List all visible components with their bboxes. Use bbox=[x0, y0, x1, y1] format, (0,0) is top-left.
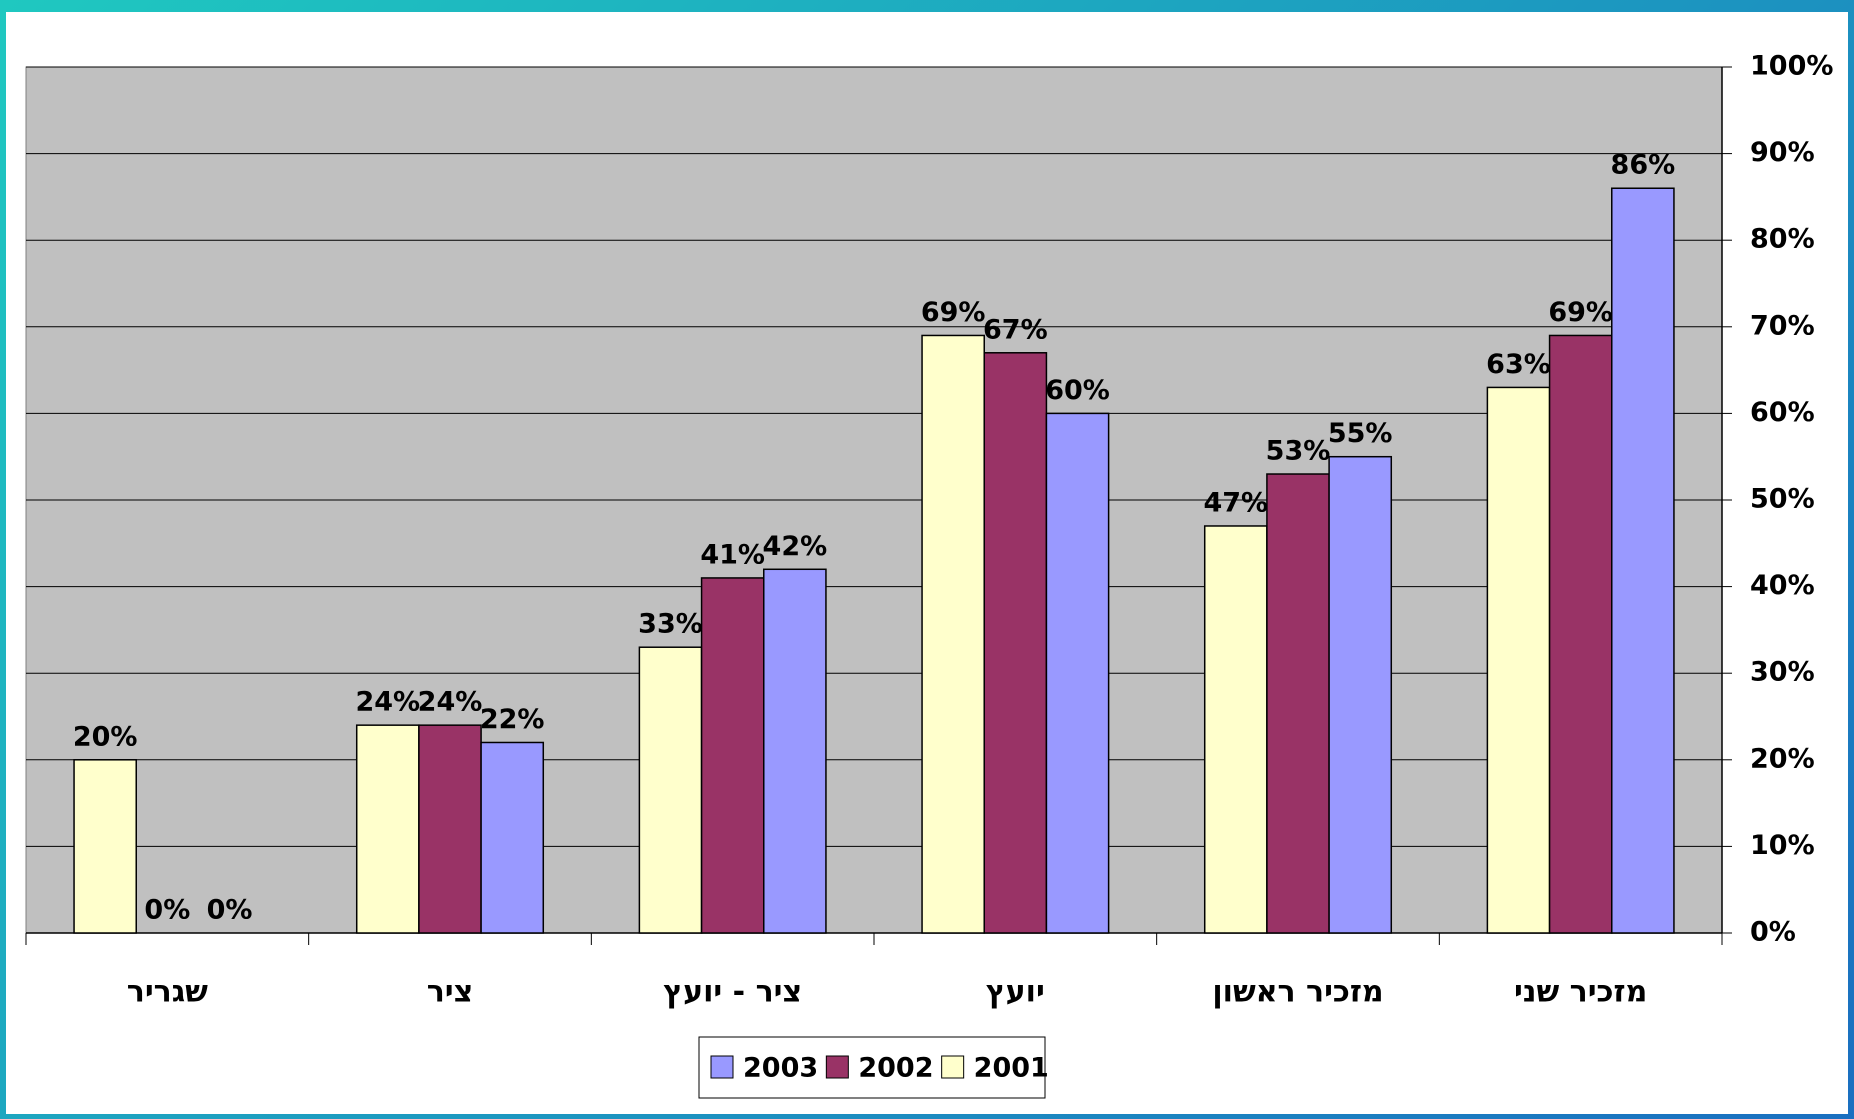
legend-swatch bbox=[825, 1055, 849, 1079]
data-label: 69% bbox=[1548, 297, 1613, 328]
data-label: 20% bbox=[73, 721, 138, 752]
y-tick-label: 20% bbox=[1750, 743, 1815, 774]
x-tick-label: יועץ bbox=[986, 975, 1045, 1010]
x-tick-label: מזכיר שני bbox=[1514, 975, 1647, 1010]
data-label: 33% bbox=[638, 609, 703, 640]
bar bbox=[355, 724, 420, 934]
data-label: 42% bbox=[763, 531, 828, 562]
data-label: 67% bbox=[983, 314, 1048, 345]
legend-label: 2002 bbox=[858, 1053, 933, 1084]
bar bbox=[1266, 473, 1330, 934]
y-tick-label: 10% bbox=[1750, 830, 1815, 861]
data-label: 0% bbox=[207, 895, 253, 926]
y-tick-label: 0% bbox=[1750, 917, 1796, 948]
data-label: 53% bbox=[1266, 436, 1331, 467]
legend-label: 2001 bbox=[974, 1053, 1049, 1084]
legend-label: 2003 bbox=[743, 1053, 818, 1084]
bar bbox=[1045, 412, 1110, 934]
bar bbox=[1486, 386, 1551, 934]
data-label: 86% bbox=[1611, 150, 1676, 181]
x-tick-label: מזכיר ראשון bbox=[1212, 975, 1383, 1010]
data-label: 47% bbox=[1203, 487, 1268, 518]
data-label: 55% bbox=[1328, 418, 1393, 449]
data-label: 22% bbox=[480, 704, 545, 735]
bar bbox=[1548, 334, 1613, 934]
bar bbox=[638, 646, 703, 934]
bar bbox=[921, 334, 985, 934]
y-tick-label: 50% bbox=[1750, 484, 1815, 515]
y-tick-label: 30% bbox=[1750, 657, 1815, 688]
x-tick-label: שגריר bbox=[127, 975, 208, 1010]
bar bbox=[1328, 455, 1393, 934]
legend-swatch bbox=[941, 1055, 965, 1079]
bar bbox=[763, 568, 827, 934]
legend-swatch bbox=[710, 1055, 734, 1079]
y-tick-label: 90% bbox=[1750, 137, 1815, 168]
data-label: 69% bbox=[921, 297, 986, 328]
bar bbox=[1611, 187, 1675, 934]
data-label: 24% bbox=[418, 687, 483, 718]
y-tick-label: 60% bbox=[1750, 397, 1815, 428]
bar bbox=[73, 759, 137, 934]
legend bbox=[698, 1036, 1046, 1099]
data-label: 0% bbox=[144, 895, 190, 926]
y-tick-label: 70% bbox=[1750, 310, 1815, 341]
y-tick-label: 40% bbox=[1750, 570, 1815, 601]
x-tick-label: ציר - יועץ bbox=[663, 975, 802, 1010]
y-tick-label: 100% bbox=[1750, 51, 1833, 82]
data-label: 60% bbox=[1045, 375, 1110, 406]
data-label: 63% bbox=[1486, 349, 1551, 380]
bar bbox=[1203, 525, 1268, 934]
x-tick-label: ציר bbox=[427, 975, 473, 1010]
bar bbox=[700, 577, 765, 934]
data-label: 41% bbox=[700, 539, 765, 570]
bar bbox=[983, 352, 1048, 934]
bar bbox=[480, 741, 545, 934]
bar bbox=[418, 724, 482, 934]
data-label: 24% bbox=[355, 687, 420, 718]
y-tick-label: 80% bbox=[1750, 224, 1815, 255]
